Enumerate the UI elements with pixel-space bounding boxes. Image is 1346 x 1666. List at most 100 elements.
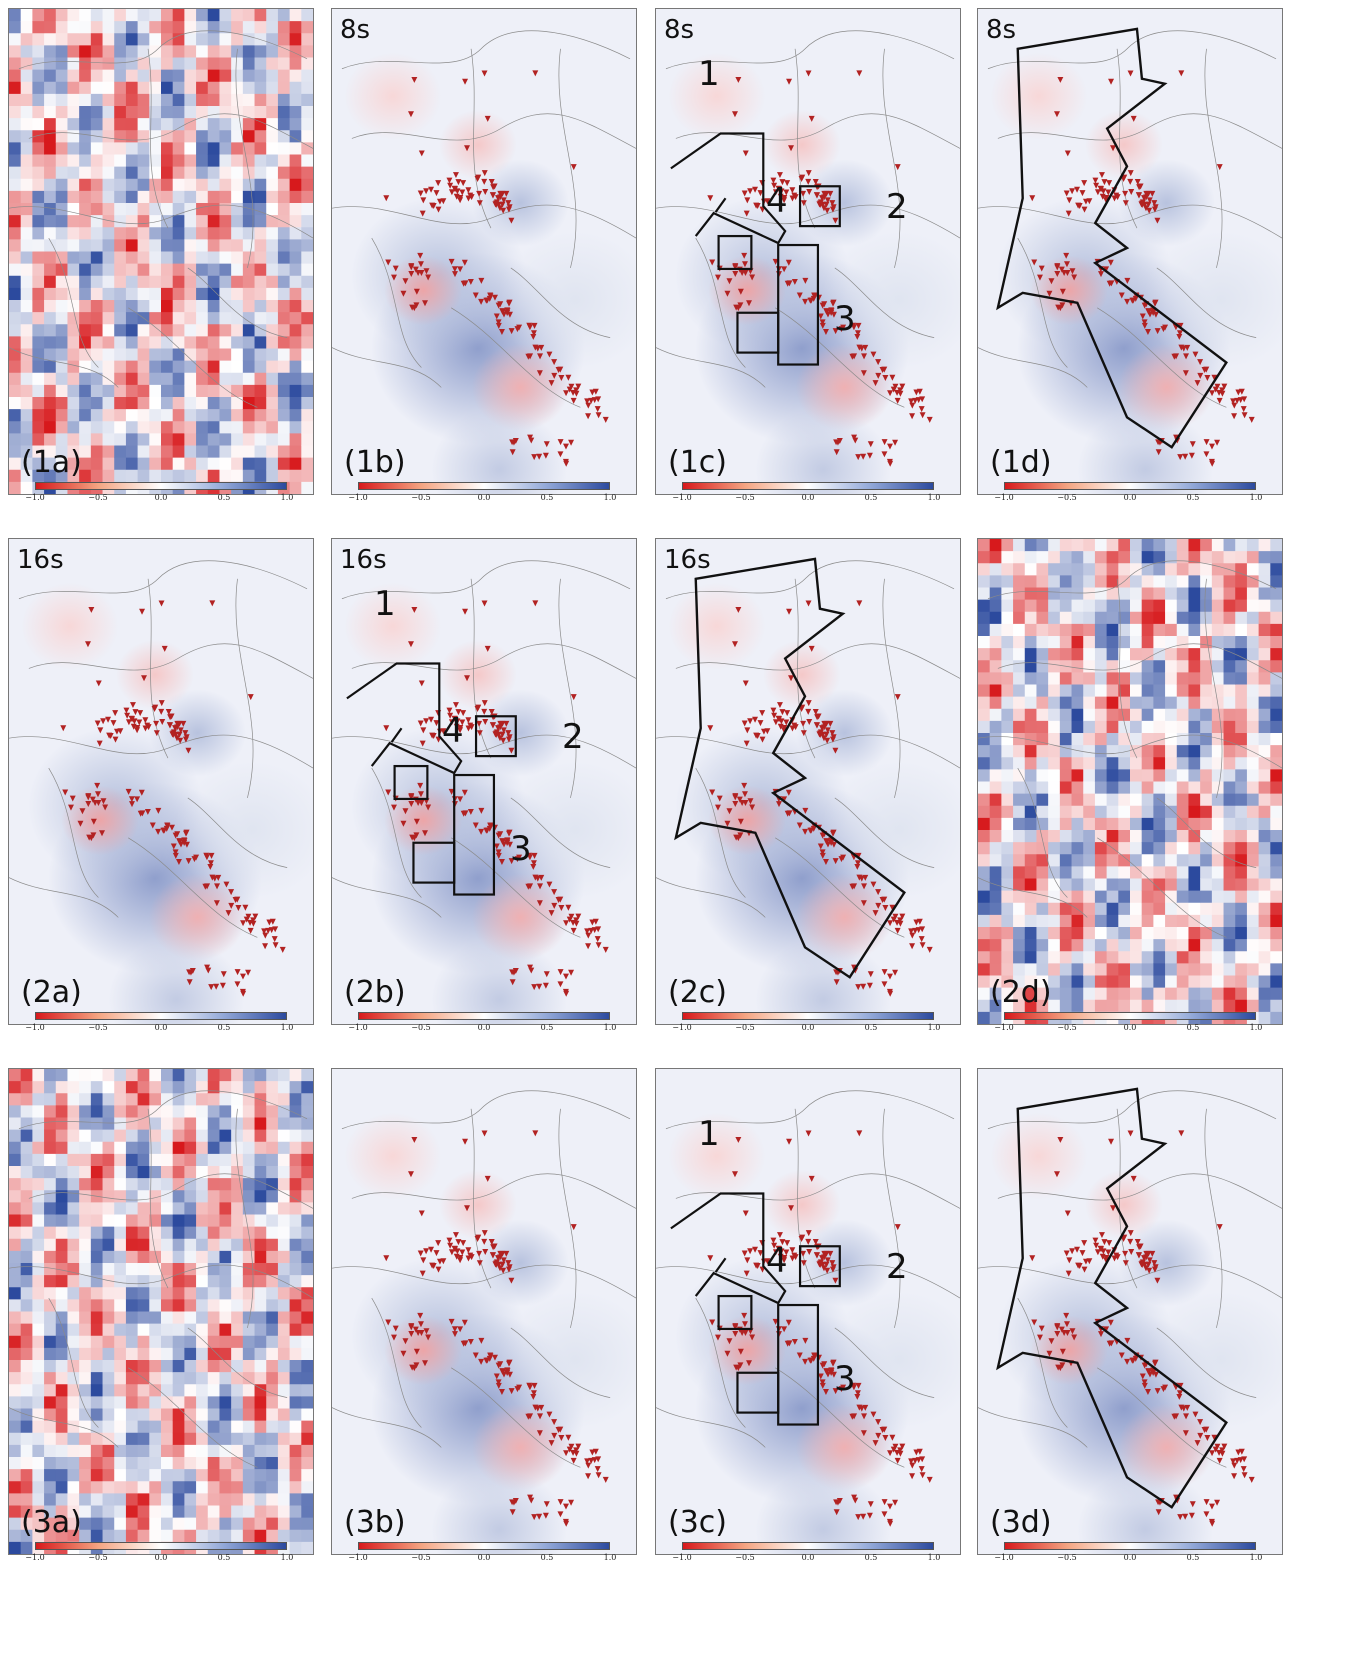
noise-cell <box>137 1505 150 1519</box>
noise-cell <box>277 1517 291 1531</box>
station-triangle <box>495 319 502 326</box>
noise-cell <box>55 336 68 349</box>
border-line <box>656 1264 960 1299</box>
noise-cell <box>231 1275 244 1288</box>
noise-cell <box>67 1214 80 1228</box>
border-line <box>987 560 1277 600</box>
noise-cell <box>1141 866 1154 879</box>
noise-cell <box>1001 890 1014 904</box>
noise-cell <box>20 1347 33 1361</box>
noise-cell <box>1001 623 1014 637</box>
country-borders <box>656 560 960 938</box>
noise-cell <box>32 106 45 119</box>
noise-cell <box>184 190 197 204</box>
noise-cell <box>172 263 185 277</box>
noise-cell <box>172 1420 185 1434</box>
noise-cell <box>1001 587 1014 601</box>
noise-cell <box>242 1444 256 1458</box>
station-triangle <box>245 969 252 976</box>
station-triangle <box>830 841 837 848</box>
noise-cell <box>55 445 68 459</box>
noise-cell <box>207 384 220 398</box>
noise-cell <box>219 1081 232 1094</box>
noise-cell <box>1176 817 1189 831</box>
station-triangle <box>481 1230 488 1237</box>
region-2-box <box>798 185 841 228</box>
station-triangle <box>800 720 807 727</box>
noise-cell <box>149 178 162 192</box>
smooth-field <box>668 582 960 1024</box>
station-triangle <box>811 1353 818 1360</box>
noise-cell <box>1001 769 1014 782</box>
noise-cell <box>301 275 313 289</box>
noise-cell <box>301 1105 313 1118</box>
noise-cell <box>1246 805 1260 819</box>
noise-cell <box>184 1275 197 1288</box>
station-triangle <box>85 794 92 801</box>
noise-cell <box>1258 684 1271 698</box>
station-triangle <box>1130 115 1137 122</box>
station-triangle <box>892 1499 899 1506</box>
noise-cell <box>1258 563 1271 576</box>
noise-cell <box>20 190 33 204</box>
noise-cell <box>172 1069 185 1082</box>
period-label: 16s <box>17 545 64 575</box>
noise-cell <box>114 1444 127 1458</box>
station-triangle <box>739 800 746 807</box>
noise-cell <box>172 433 185 446</box>
noise-cell <box>184 1408 197 1422</box>
station-triangle <box>855 1514 862 1521</box>
noise-cell <box>90 1069 104 1082</box>
noise-cell <box>114 1287 127 1300</box>
noise-cell <box>254 1202 267 1215</box>
station-triangle <box>482 719 489 725</box>
station-triangle <box>786 78 793 85</box>
noise-cell <box>266 312 279 325</box>
noise-cell <box>172 1457 185 1470</box>
country-borders <box>978 1090 1282 1468</box>
noise-cell <box>137 1444 150 1458</box>
noise-cell <box>1270 563 1282 576</box>
noise-cell <box>79 1444 92 1458</box>
noise-cell <box>1176 890 1189 904</box>
noise-cell <box>32 433 45 446</box>
noise-cell <box>989 623 1002 637</box>
noise-cell <box>1246 890 1260 904</box>
noise-cell <box>102 336 115 349</box>
station-triangle <box>889 904 896 911</box>
noise-cell <box>1211 769 1225 782</box>
noise-cell <box>1270 696 1282 710</box>
noise-cell <box>55 287 68 301</box>
colorbar-gradient <box>682 1012 934 1020</box>
noise-cell <box>114 106 127 119</box>
station-triangle <box>1241 412 1248 419</box>
noise-cell <box>125 1408 139 1422</box>
noise-cell <box>1106 539 1119 552</box>
station-triangle <box>234 981 241 988</box>
noise-cell <box>196 251 209 265</box>
noise-cell <box>196 1311 209 1325</box>
noise-cell <box>1036 842 1049 855</box>
noise-cell <box>184 239 197 252</box>
noise-cell <box>207 397 220 410</box>
station-triangle <box>779 709 786 716</box>
noise-cell <box>254 1117 267 1131</box>
noise-cell <box>301 1481 313 1494</box>
station-triangle <box>1106 180 1113 187</box>
noise-cell <box>1141 733 1154 746</box>
noise-cell <box>137 372 150 386</box>
noise-cell <box>161 1238 174 1252</box>
border-line <box>9 204 313 239</box>
noise-cell <box>55 81 68 95</box>
noise-cell <box>1258 842 1271 855</box>
noise-cell <box>1001 539 1014 552</box>
station-triangle <box>805 708 812 715</box>
station-triangle <box>166 722 173 729</box>
noise-cell <box>114 57 127 71</box>
station-triangle <box>823 201 830 208</box>
noise-cell <box>289 1275 302 1288</box>
noise-cell <box>1153 890 1166 904</box>
station-triangle <box>781 1254 788 1261</box>
station-triangle <box>1209 443 1215 450</box>
station-triangle <box>570 164 577 171</box>
